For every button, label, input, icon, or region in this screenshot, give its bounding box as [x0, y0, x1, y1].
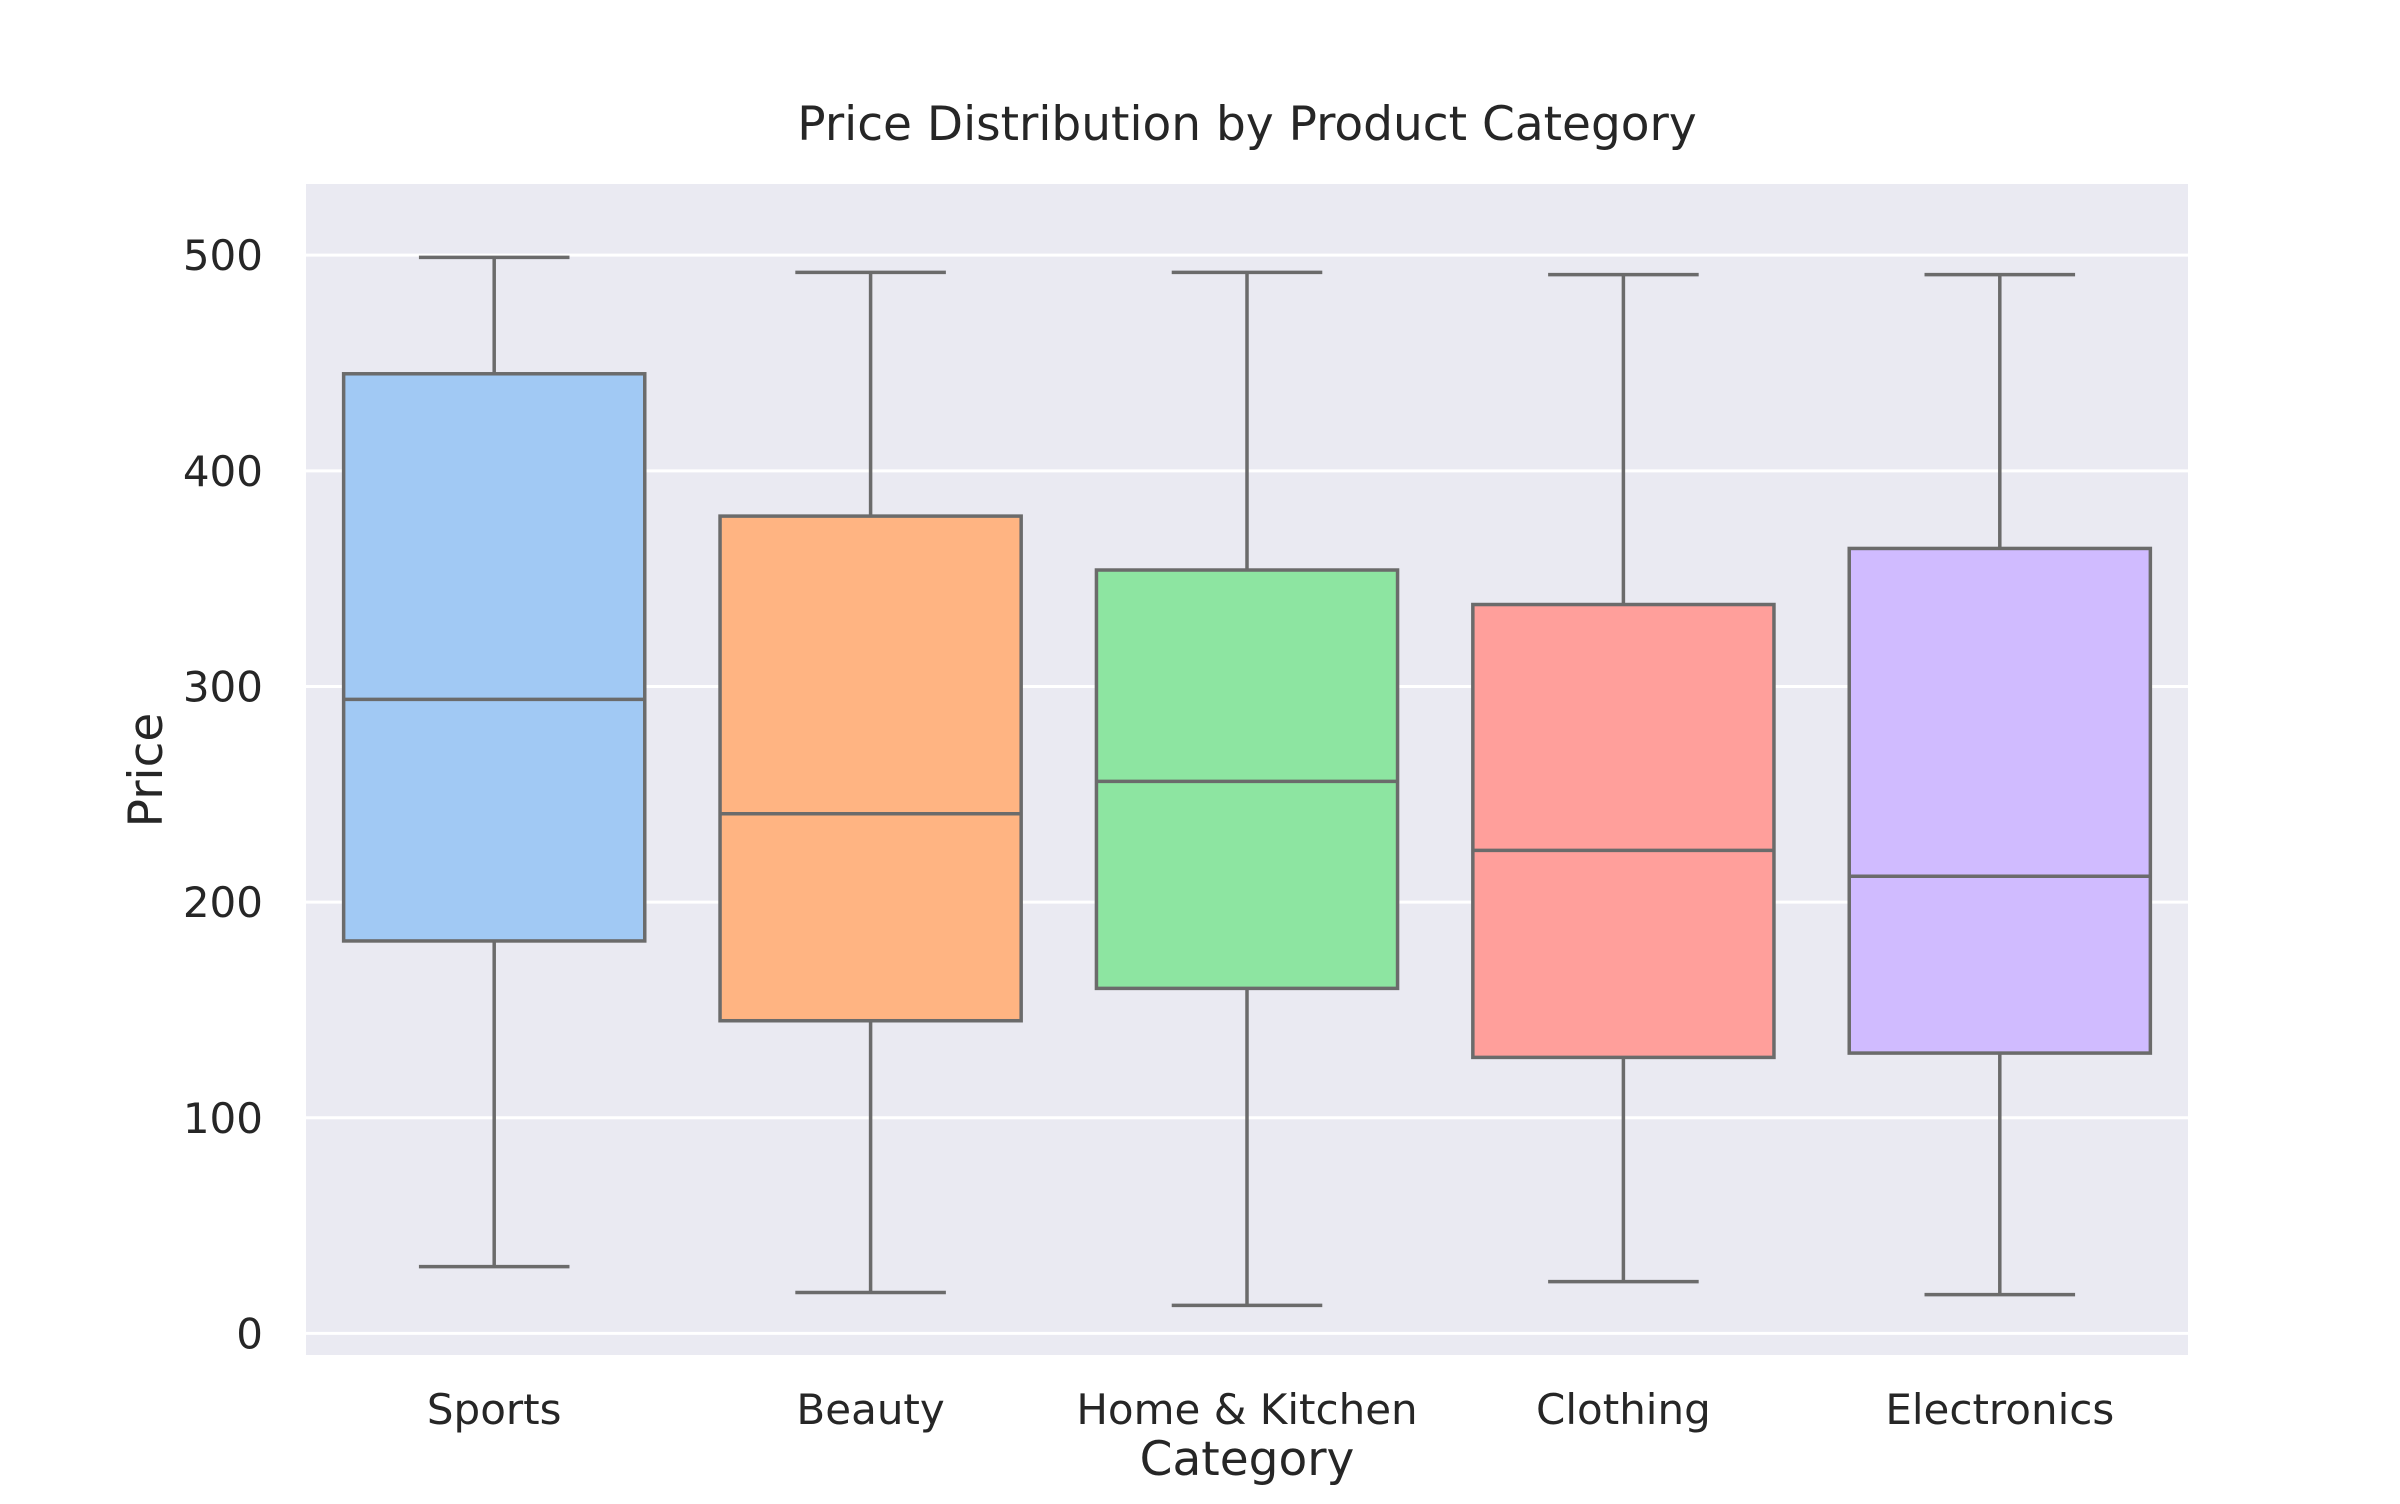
y-tick-label-200: 200 — [183, 878, 263, 927]
box-clothing — [1471, 272, 1776, 1284]
iqr-box-clothing — [1471, 602, 1776, 1060]
y-tick-label-0: 0 — [236, 1309, 263, 1358]
boxes — [341, 255, 2153, 1308]
box-electronics — [1847, 272, 2153, 1297]
iqr-box-beauty — [718, 514, 1023, 1023]
x-tick-label-sports: Sports — [427, 1385, 562, 1434]
chart-title: Price Distribution by Product Category — [797, 97, 1696, 152]
x-axis-label: Category — [1140, 1432, 1355, 1487]
box-sports — [341, 255, 647, 1269]
iqr-box-home-kitchen — [1094, 568, 1400, 991]
box-home-kitchen — [1094, 270, 1400, 1308]
x-tick-labels: Sports Beauty Home & Kitchen Clothing Electr… — [427, 1385, 2114, 1434]
y-axis-label: Price — [119, 713, 174, 828]
y-tick-label-400: 400 — [183, 447, 263, 496]
iqr-box-electronics — [1847, 546, 2153, 1055]
x-tick-label-clothing: Clothing — [1536, 1385, 1711, 1434]
y-tick-labels: 0 100 200 300 400 500 — [183, 231, 263, 1358]
y-tick-label-500: 500 — [183, 231, 263, 280]
x-tick-label-electronics: Electronics — [1885, 1385, 2114, 1434]
x-tick-label-beauty: Beauty — [796, 1385, 944, 1434]
box-beauty — [718, 270, 1023, 1295]
y-tick-label-100: 100 — [183, 1094, 263, 1143]
y-tick-label-300: 300 — [183, 662, 263, 711]
iqr-box-sports — [341, 372, 647, 943]
x-tick-label-home-kitchen: Home & Kitchen — [1076, 1385, 1417, 1434]
